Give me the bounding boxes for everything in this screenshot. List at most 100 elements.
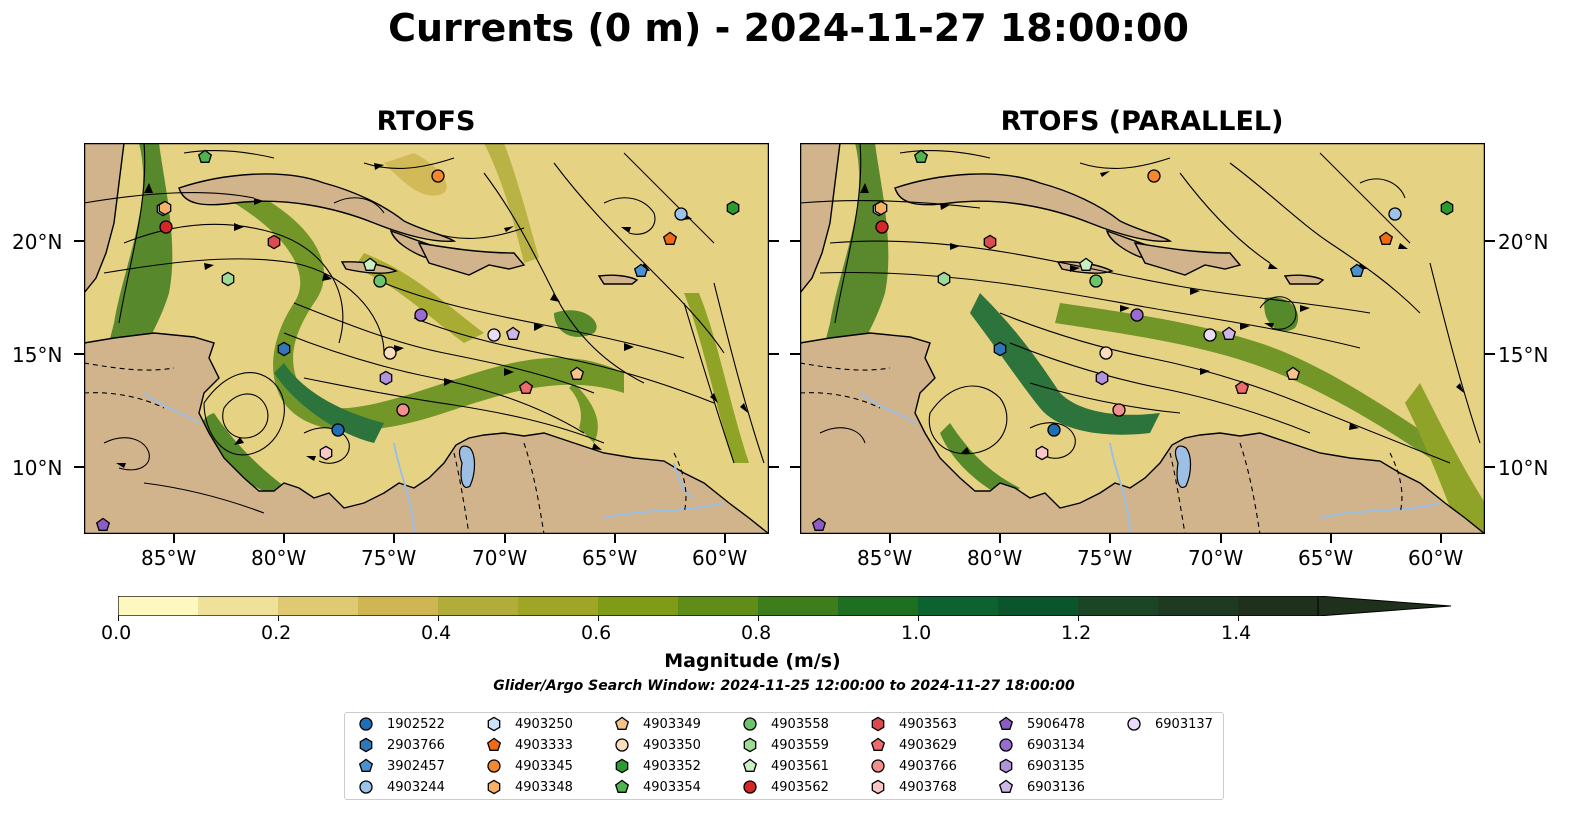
legend-label: 5906478: [1027, 716, 1085, 732]
lon-tick-70w-right: 70°W: [1188, 546, 1244, 570]
legend-item: 4903333: [485, 736, 573, 754]
lon-tick-75w-right: 75°W: [1077, 546, 1133, 570]
legend-label: 4903352: [643, 758, 701, 774]
float-marker-4903244: [1388, 207, 1402, 221]
colorbar-segment: [118, 596, 199, 616]
legend-marker-shape: [615, 758, 629, 774]
colorbar-segment: [1078, 596, 1159, 616]
lat-tick-10n-right: 10°N: [1498, 456, 1549, 480]
legend-marker-shape: [359, 737, 373, 753]
colorbar-tick-label: 0.6: [581, 622, 612, 644]
legend-item: 3902457: [357, 757, 445, 775]
legend-label: 6903135: [1027, 758, 1085, 774]
colorbar-segment: [918, 596, 999, 616]
legend-marker-circle: [1127, 717, 1141, 731]
legend-item: 4903250: [485, 715, 573, 733]
legend-marker-pentagon: [358, 758, 374, 772]
float-marker-6903136: [1221, 326, 1237, 340]
legend-marker-hexagon: [743, 737, 757, 753]
land-mexico-yucatan: [84, 143, 125, 295]
land-hispaniola: [1133, 242, 1242, 276]
colorbar-segment: [438, 596, 519, 616]
colorbar-tick-label: 0.4: [421, 622, 452, 644]
legend-item: 4903561: [741, 757, 829, 775]
legend-item: 4903352: [613, 757, 701, 775]
land-cuba: [178, 173, 457, 243]
legend-marker-shape: [358, 758, 374, 772]
legend-marker-shape: [487, 779, 501, 795]
legend-item: 4903354: [613, 778, 701, 796]
legend-marker-shape: [870, 737, 886, 751]
search-window-text: Glider/Argo Search Window: 2024-11-25 12…: [493, 678, 1075, 694]
legend-marker-shape: [614, 716, 630, 730]
legend-item: 4903563: [869, 715, 957, 733]
legend-marker-hexagon: [871, 716, 885, 732]
legend-label: 4903766: [899, 758, 957, 774]
legend-marker-circle: [359, 780, 373, 794]
lon-tick-80w-left: 80°W: [251, 546, 307, 570]
float-marker-4903333: [1378, 231, 1394, 245]
float-marker-4903766: [396, 403, 410, 417]
land-central-south-america: [800, 332, 1485, 534]
colorbar-segment: [678, 596, 759, 616]
float-marker-6903135: [1095, 370, 1109, 386]
legend-marker-shape: [998, 779, 1014, 793]
land-hispaniola: [417, 242, 526, 276]
legend-label: 4903333: [515, 737, 573, 753]
colorbar-tick-label: 1.2: [1061, 622, 1092, 644]
colorbar-tick-label: 0.0: [101, 622, 132, 644]
float-marker-2903766: [277, 341, 291, 357]
colorbar-segment: [758, 596, 839, 616]
legend-item: 4903345: [485, 757, 573, 775]
panel-title-rtofs-parallel: RTOFS (PARALLEL): [1000, 106, 1284, 137]
float-marker-5906478: [811, 517, 827, 531]
float-marker-6903137: [1203, 328, 1217, 342]
float-marker-4903559: [221, 271, 235, 287]
legend-item: 4903766: [869, 757, 957, 775]
legend-marker-shape: [487, 759, 501, 773]
legend-label: 4903629: [899, 737, 957, 753]
legend-label: 4903562: [771, 779, 829, 795]
float-marker-4903563: [983, 234, 997, 250]
float-marker-4903561: [1078, 257, 1094, 271]
float-marker-6903134: [414, 308, 428, 322]
colorbar-tick-mark: [118, 616, 119, 621]
lake-maracaibo: [1174, 445, 1192, 488]
legend-marker-shape: [486, 737, 502, 751]
legend-marker-circle: [743, 717, 757, 731]
colorbar-segment: [598, 596, 679, 616]
legend-marker-circle: [615, 738, 629, 752]
borders: [84, 362, 687, 534]
float-marker-6903137: [487, 328, 501, 342]
float-marker-4903244: [674, 207, 688, 221]
float-marker-4903562: [159, 220, 173, 234]
float-marker-4903354: [913, 149, 929, 163]
land-puerto-rico: [597, 274, 639, 285]
float-marker-4903354: [197, 149, 213, 163]
map-frame: [84, 143, 769, 534]
land: [84, 143, 769, 534]
legend-item: 6903134: [997, 736, 1085, 754]
legend-item: 4903558: [741, 715, 829, 733]
float-markers: [95, 149, 740, 531]
legend-label: 4903345: [515, 758, 573, 774]
colorbar-segment: [1238, 596, 1319, 616]
float-marker-4903333: [662, 231, 678, 245]
legend-marker-hexagon: [615, 758, 629, 774]
legend-marker-shape: [487, 716, 501, 732]
legend-item: 6903135: [997, 757, 1085, 775]
lon-tick-85w-left: 85°W: [141, 546, 197, 570]
legend-item: 6903137: [1125, 715, 1213, 733]
lat-tick-20n-right: 20°N: [1498, 230, 1549, 254]
panel-title-rtofs: RTOFS: [376, 106, 476, 137]
streamline-arrows: [116, 163, 748, 468]
legend-item: 4903559: [741, 736, 829, 754]
lat-tick-10n-left: 10°N: [12, 456, 63, 480]
float-marker-1902522: [331, 423, 345, 437]
legend-label: 4903559: [771, 737, 829, 753]
colorbar-segment: [518, 596, 599, 616]
map-panel-rtofs: [84, 143, 769, 534]
float-marker-4903558: [1089, 274, 1103, 288]
map-frame: [800, 143, 1485, 534]
legend-marker-shape: [999, 738, 1013, 752]
